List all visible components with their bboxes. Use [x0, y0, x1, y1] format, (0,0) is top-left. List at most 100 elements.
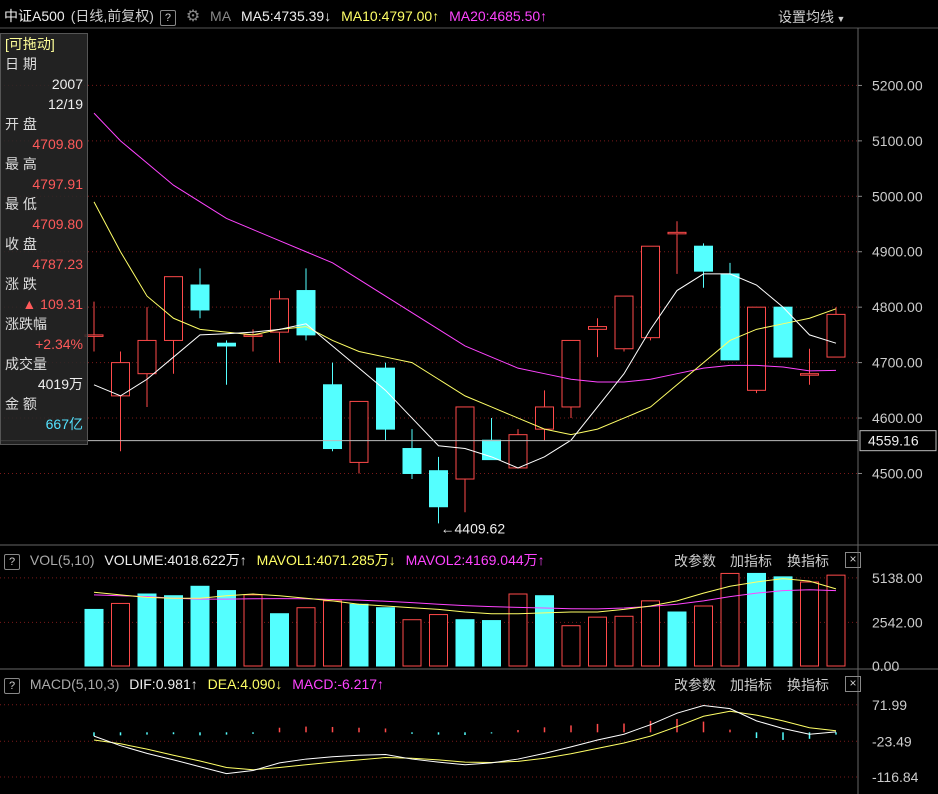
help-button[interactable]: ? [4, 678, 20, 694]
volume-bar [535, 595, 554, 667]
candle-body [376, 367, 395, 430]
high-value: 4797.91 [32, 176, 83, 192]
volume-bar [614, 615, 634, 667]
volume-bar [84, 608, 104, 667]
price-tick-label: 5200.00 [872, 77, 923, 93]
candle-body [164, 276, 183, 341]
low-annotation-label: ←4409.62 [441, 521, 506, 537]
volume-bar [561, 625, 581, 667]
candle-body [535, 406, 554, 430]
arrow-down-icon: ↓ [388, 552, 396, 568]
price-tick-label: 4800.00 [872, 299, 923, 315]
ma10-value: MA10:4797.00↑ [341, 8, 440, 24]
candle-body [667, 231, 687, 235]
volume-bar [323, 600, 342, 667]
main-header: 中证A500 (日线,前复权)? ⚙ MA MA5:4735.39↓ MA10:4… [4, 5, 553, 27]
mavol2-value: MAVOL2:4169.044万↑ [405, 552, 545, 568]
low-value: 4709.80 [32, 216, 83, 232]
help-button[interactable]: ? [4, 554, 20, 570]
arrow-up-icon: ↑ [190, 676, 198, 692]
volume-bar [296, 607, 316, 667]
dea-value: DEA:4.090↓ [207, 676, 283, 692]
ma5-value: MA5:4735.39↓ [240, 8, 332, 24]
gear-icon[interactable]: ⚙ [185, 8, 201, 25]
low-label: 最 低 [5, 196, 37, 212]
macd-header: ? MACD(5,10,3) DIF:0.981↑ DEA:4.090↓ MAC… [4, 673, 390, 695]
candle-body [349, 400, 369, 463]
volume-bar [137, 593, 157, 667]
candle-body [800, 373, 819, 376]
candle-body [217, 342, 236, 347]
volume-bar [720, 572, 740, 667]
candle-body [455, 406, 475, 480]
candle-body [694, 245, 713, 272]
macd-tick-label: 71.99 [872, 697, 907, 713]
candle-body [588, 326, 607, 330]
help-button[interactable]: ? [159, 10, 176, 26]
candle-body [190, 284, 210, 311]
volume-bar [588, 616, 607, 667]
macd-params-button[interactable]: 改参数 [674, 677, 716, 693]
vol-params-button[interactable]: 改参数 [674, 553, 716, 569]
candle-body [270, 298, 289, 333]
vol-add-indicator-button[interactable]: 加指标 [730, 553, 772, 569]
vol-tick-label: 2542.00 [872, 614, 923, 630]
info-panel[interactable]: [可拖动] 日 期 2007 12/19 开 盘 4709.80 最 高 479… [0, 33, 88, 445]
ma-settings-button[interactable]: 设置均线 ▼ [778, 9, 846, 25]
volume-bar [429, 614, 448, 667]
price-tick-label: 4500.00 [872, 465, 923, 481]
ma10-line [93, 201, 837, 436]
volume-bar [376, 607, 395, 667]
candle-body [747, 306, 766, 391]
volume-bar [508, 593, 528, 667]
dea-line [93, 710, 837, 771]
date-label: 日 期 [5, 56, 37, 72]
amount-label: 金 额 [5, 396, 37, 412]
candle-body [402, 448, 422, 474]
mavol1-line [93, 578, 837, 615]
volume-bar [455, 619, 475, 667]
macd-title: MACD(5,10,3) [29, 676, 120, 692]
open-value: 4709.80 [32, 136, 83, 152]
dif-value: DIF:0.981↑ [129, 676, 198, 692]
change-label: 涨 跌 [5, 276, 37, 292]
candle-body [773, 306, 793, 358]
vol-switch-indicator-button[interactable]: 换指标 [787, 553, 829, 569]
volume-bar [402, 619, 422, 667]
vol-close-icon[interactable]: × [845, 552, 861, 568]
pct-label: 涨跌幅 [5, 316, 47, 332]
macd-add-indicator-button[interactable]: 加指标 [730, 677, 772, 693]
candle-body [720, 273, 740, 361]
macd-close-icon[interactable]: × [845, 676, 861, 692]
close-value: 4787.23 [32, 256, 83, 272]
vol-title: VOL(5,10) [29, 552, 95, 568]
candle-body [508, 434, 528, 469]
candle-body [429, 470, 448, 508]
candle-body [323, 384, 342, 450]
vol-tick-label: 5138.00 [872, 570, 923, 586]
chart-subtitle: (日线,前复权) [70, 8, 154, 24]
caret-down-icon: ▼ [834, 14, 846, 24]
price-tick-label: 4900.00 [872, 244, 923, 260]
vol-header: ? VOL(5,10) VOLUME:4018.622万↑ MAVOL1:407… [4, 549, 551, 571]
ma20-line [93, 112, 837, 383]
drag-label[interactable]: [可拖动] [5, 36, 55, 52]
volume-bar [111, 602, 130, 667]
arrow-up-icon: ↑ [540, 8, 548, 24]
volume-bar [243, 594, 263, 667]
price-tick-label: 5000.00 [872, 188, 923, 204]
close-label: 收 盘 [5, 236, 37, 252]
volume-bar [641, 600, 660, 667]
pct-value: +2.34% [35, 336, 83, 352]
ma5-line [93, 273, 837, 469]
price-tick-label: 4700.00 [872, 355, 923, 371]
volume-value-label: VOLUME:4018.622万↑ [104, 552, 247, 568]
arrow-up-icon: ↑ [432, 8, 440, 24]
volume-bar [349, 603, 369, 667]
macd-tick-label: -116.84 [872, 769, 919, 785]
macd-switch-indicator-button[interactable]: 换指标 [787, 677, 829, 693]
volume-bar [164, 595, 183, 667]
mavol1-value: MAVOL1:4071.285万↓ [256, 552, 396, 568]
candle-body [641, 245, 660, 339]
